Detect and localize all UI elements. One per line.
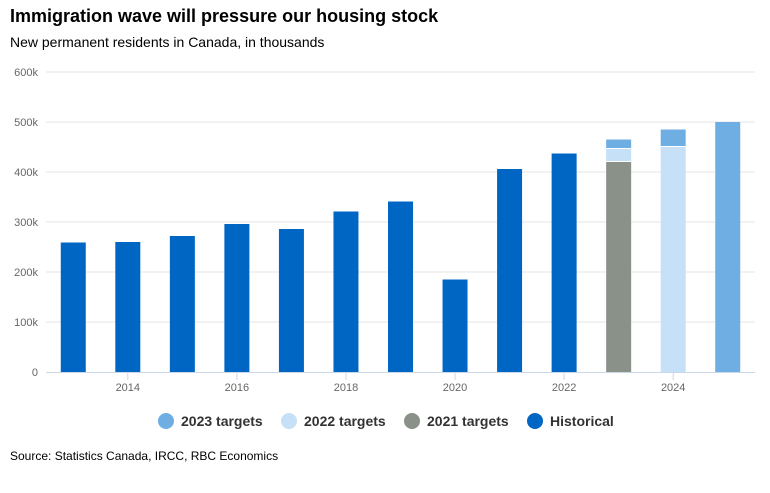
bar-historical-2022[interactable]	[551, 153, 577, 373]
legend-item-2022-targets[interactable]: 2022 targets	[281, 409, 386, 433]
x-tick-label: 2020	[443, 382, 467, 394]
y-tick-label: 200k	[14, 267, 38, 279]
legend-swatch-icon	[527, 413, 543, 429]
x-tick-label: 2022	[552, 382, 576, 394]
legend-label: Historical	[550, 413, 614, 429]
bar-historical-2021[interactable]	[497, 169, 523, 372]
y-tick-label: 600k	[14, 67, 38, 79]
bar-historical-2017[interactable]	[278, 229, 304, 372]
legend-swatch-icon	[404, 413, 420, 429]
x-tick-label: 2016	[225, 382, 249, 394]
bar-historical-2020[interactable]	[442, 279, 468, 373]
bar-2023-targets-2024[interactable]	[660, 129, 686, 147]
bar-historical-2018[interactable]	[333, 211, 359, 373]
bar-historical-2014[interactable]	[115, 242, 141, 372]
legend-swatch-icon	[281, 413, 297, 429]
legend-label: 2023 targets	[181, 413, 263, 429]
x-tick-label: 2018	[334, 382, 358, 394]
source-note: Source: Statistics Canada, IRCC, RBC Eco…	[10, 449, 279, 463]
bar-historical-2013[interactable]	[60, 242, 86, 373]
legend-label: 2021 targets	[427, 413, 509, 429]
bar-historical-2016[interactable]	[224, 224, 250, 372]
bar-historical-2015[interactable]	[169, 236, 195, 372]
y-tick-label: 0	[32, 367, 38, 379]
chart-subtitle: New permanent residents in Canada, in th…	[10, 34, 325, 50]
bar-2023-targets-2025[interactable]	[715, 122, 741, 372]
legend-swatch-icon	[158, 413, 174, 429]
legend-item-historical[interactable]: Historical	[527, 409, 614, 433]
bar-historical-2019[interactable]	[388, 201, 413, 373]
legend-item-2021-targets[interactable]: 2021 targets	[404, 409, 509, 433]
x-axis: 2014 2016 2018 2020 2022 2024	[46, 372, 755, 394]
legend-item-2023-targets[interactable]: 2023 targets	[158, 409, 263, 433]
bar-2022-targets-2023[interactable]	[606, 148, 632, 162]
x-tick-label: 2014	[116, 382, 140, 394]
bar-2021-targets-2023[interactable]	[606, 161, 632, 373]
y-tick-label: 100k	[14, 317, 38, 329]
y-tick-label: 500k	[14, 117, 38, 129]
bars	[60, 122, 741, 373]
bar-2023-targets-2023[interactable]	[606, 139, 632, 149]
y-tick-label: 400k	[14, 167, 38, 179]
legend-label: 2022 targets	[304, 413, 386, 429]
x-tick-label: 2024	[661, 382, 685, 394]
legend: 2023 targets 2022 targets 2021 targets Hist…	[0, 409, 770, 433]
y-tick-label: 300k	[14, 217, 38, 229]
chart-title: Immigration wave will pressure our housi…	[10, 6, 439, 26]
y-axis-ticks: 0 100k 200k 300k 400k 500k 600k	[14, 67, 38, 379]
bar-2022-targets-2024[interactable]	[660, 146, 686, 373]
